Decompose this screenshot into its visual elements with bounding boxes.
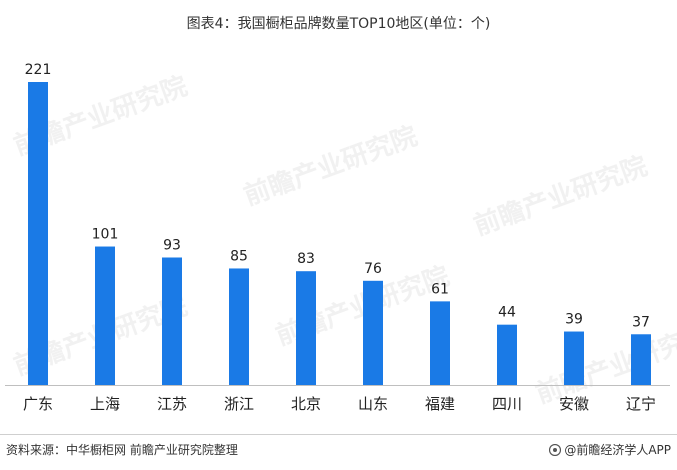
bars-group <box>28 82 651 385</box>
bar-上海 <box>95 246 115 385</box>
bar-江苏 <box>162 257 182 385</box>
footer: 资料来源：中华橱柜网 前瞻产业研究院整理 @前瞻经济学人APP <box>0 434 677 470</box>
source-text: 资料来源：中华橱柜网 前瞻产业研究院整理 <box>6 443 238 457</box>
value-label: 76 <box>364 261 382 277</box>
brand-credit: @前瞻经济学人APP <box>549 441 671 458</box>
value-label: 93 <box>163 237 181 253</box>
value-label: 39 <box>565 312 583 328</box>
brand-text: @前瞻经济学人APP <box>564 443 671 457</box>
value-label: 85 <box>230 248 248 264</box>
bar-浙江 <box>229 268 249 385</box>
brand-logo-icon <box>549 443 562 456</box>
category-label: 北京 <box>291 395 321 413</box>
bar-安徽 <box>564 331 584 385</box>
category-label: 安徽 <box>559 395 589 413</box>
category-label: 广东 <box>23 395 53 413</box>
bar-辽宁 <box>631 334 651 385</box>
category-label: 四川 <box>492 395 522 413</box>
bar-广东 <box>28 82 48 385</box>
category-label: 江苏 <box>157 395 187 413</box>
category-label: 山东 <box>358 395 388 413</box>
bar-北京 <box>296 271 316 385</box>
value-label: 44 <box>498 305 516 321</box>
category-label: 辽宁 <box>626 395 656 413</box>
bar-山东 <box>363 280 383 385</box>
value-labels-group: 221 101 93 85 83 76 61 44 39 37 <box>25 62 650 330</box>
chart-title: 图表4：我国橱柜品牌数量TOP10地区(单位：个) <box>186 16 491 32</box>
value-label: 221 <box>25 62 52 78</box>
value-label: 83 <box>297 251 315 267</box>
category-label: 福建 <box>425 395 455 413</box>
category-label: 上海 <box>90 395 120 413</box>
bar-福建 <box>430 301 450 385</box>
value-label: 61 <box>431 281 449 297</box>
bar-chart: 221 101 93 85 83 76 61 44 39 37 广东 上海 江苏 浙江 北京 山东 福建 四川 安… <box>5 62 670 413</box>
category-labels-group: 广东 上海 江苏 浙江 北京 山东 福建 四川 安徽 辽宁 <box>23 395 656 413</box>
value-label: 101 <box>92 227 119 243</box>
category-label: 浙江 <box>224 395 254 413</box>
bar-四川 <box>497 324 517 385</box>
value-label: 37 <box>632 314 650 330</box>
